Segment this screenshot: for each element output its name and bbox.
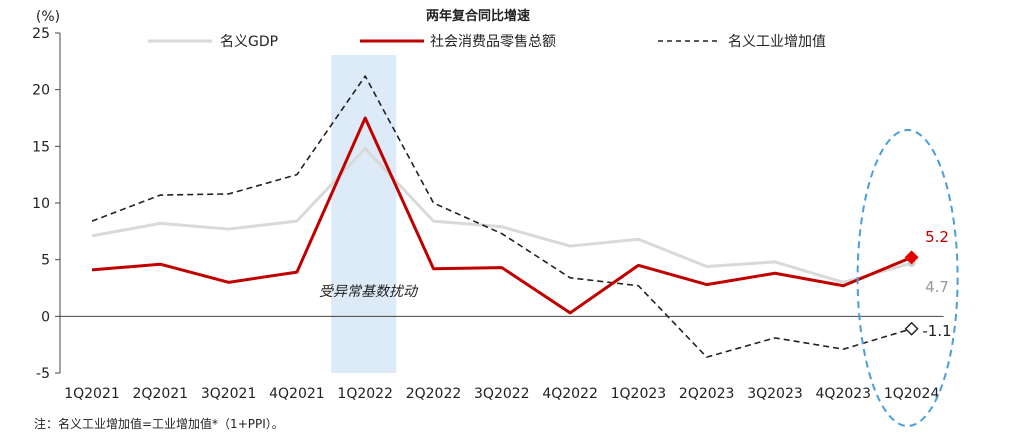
highlight-ellipse (856, 129, 959, 427)
x-tick-label: 4Q2023 (816, 386, 872, 402)
x-tick-label: 1Q2024 (884, 386, 940, 402)
x-tick-label: 1Q2022 (337, 386, 393, 402)
series-line-industry (91, 75, 912, 358)
x-tick-label: 3Q2023 (747, 386, 803, 402)
annotation-base-effect: 受异常基数扰动 (319, 284, 419, 300)
footnote: 注：名义工业增加值=工业增加值*（1+PPI）。 (34, 416, 284, 431)
y-tick-label: 20 (32, 83, 50, 99)
labels-layer (856, 129, 959, 427)
legend: 名义GDP 社会消费品零售总额 名义工业增加值 (148, 34, 826, 50)
x-tick-label: 1Q2021 (64, 386, 120, 402)
end-label-retail: 5.2 (925, 228, 949, 246)
x-tick-label: 3Q2022 (474, 386, 530, 402)
x-tick-label: 4Q2022 (542, 386, 598, 402)
y-axis-unit: (%) (36, 9, 60, 25)
x-tick-label: 3Q2021 (201, 386, 257, 402)
chart-title: 两年复合同比增速 (426, 8, 530, 24)
legend-label-industry: 名义工业增加值 (728, 34, 826, 50)
highlight-band (331, 55, 397, 373)
x-tick-label: 2Q2022 (406, 386, 462, 402)
x-tick-label: 2Q2023 (679, 386, 735, 402)
x-tick-label: 4Q2021 (269, 386, 325, 402)
x-tick-label: 2Q2021 (133, 386, 189, 402)
series-line-retail (91, 116, 913, 315)
y-tick-label: -5 (36, 366, 50, 382)
legend-label-retail: 社会消费品零售总额 (430, 34, 556, 50)
x-tick-label: 1Q2023 (611, 386, 667, 402)
series-line-gdp (91, 147, 913, 284)
legend-label-gdp: 名义GDP (220, 34, 278, 50)
highlight-band-layer (331, 55, 397, 373)
end-marker-retail (904, 250, 919, 265)
y-tick-label: 25 (32, 26, 50, 42)
series-layer (91, 75, 919, 358)
end-label-industry: -1.1 (922, 322, 951, 340)
y-tick-label: 5 (41, 253, 50, 269)
y-tick-label: 0 (41, 309, 50, 325)
axes: -5 0 5 10 15 20 25 1Q2021 2Q2021 3Q2021 4Q2021 1Q20… (32, 26, 944, 402)
end-label-gdp: 4.7 (925, 278, 949, 296)
y-tick-label: 10 (32, 196, 50, 212)
end-marker-industry (904, 321, 919, 336)
y-tick-label: 15 (32, 139, 50, 155)
